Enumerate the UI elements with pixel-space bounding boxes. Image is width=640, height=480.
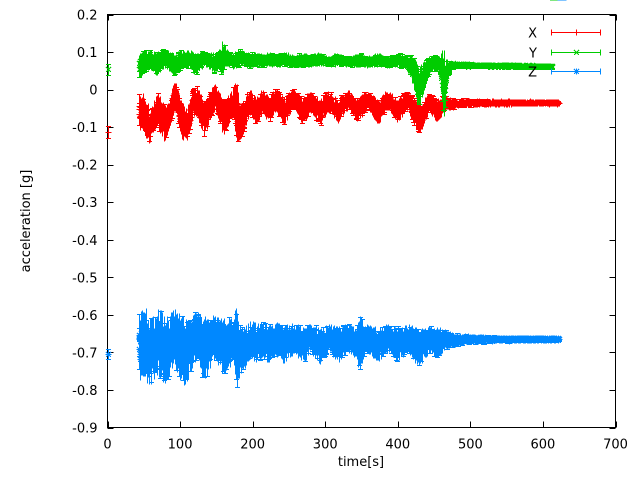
y-tick-label: -0.1	[72, 121, 97, 136]
y-tick-label: -0.4	[72, 234, 97, 249]
y-tick-label: -0.5	[72, 271, 97, 286]
y-tick-label: -0.3	[72, 196, 97, 211]
x-tick-label: 0	[103, 438, 111, 453]
y-tick-label: -0.9	[72, 422, 97, 437]
y-tick-label: 0.2	[77, 9, 98, 24]
data-series-group	[105, 0, 567, 388]
y-tick-label: 0	[89, 84, 97, 99]
axis-ticks	[107, 14, 617, 429]
x-tick-label: 700	[603, 438, 628, 453]
x-tick-label: 100	[168, 438, 193, 453]
x-tick-label: 600	[531, 438, 556, 453]
y-tick-label: 0.1	[77, 46, 98, 61]
x-tick-label: 400	[385, 438, 410, 453]
x-tick-label: 500	[458, 438, 483, 453]
x-tick-label: 300	[313, 438, 338, 453]
x-tick-labels: 0 100 200 300 400 500 600 700	[103, 438, 628, 453]
y-tick-label: -0.7	[72, 346, 97, 361]
y-tick-label: -0.2	[72, 159, 97, 174]
y-tick-label: -0.8	[72, 384, 97, 399]
y-tick-labels: 0.2 0.1 0 -0.1 -0.2 -0.3 -0.4 -0.5 -0.6 -0.7 -0.8 -…	[72, 9, 97, 437]
series-X	[105, 0, 567, 144]
x-tick-label: 200	[240, 438, 265, 453]
plot-frame	[107, 14, 616, 428]
y-tick-label: -0.6	[72, 309, 97, 324]
